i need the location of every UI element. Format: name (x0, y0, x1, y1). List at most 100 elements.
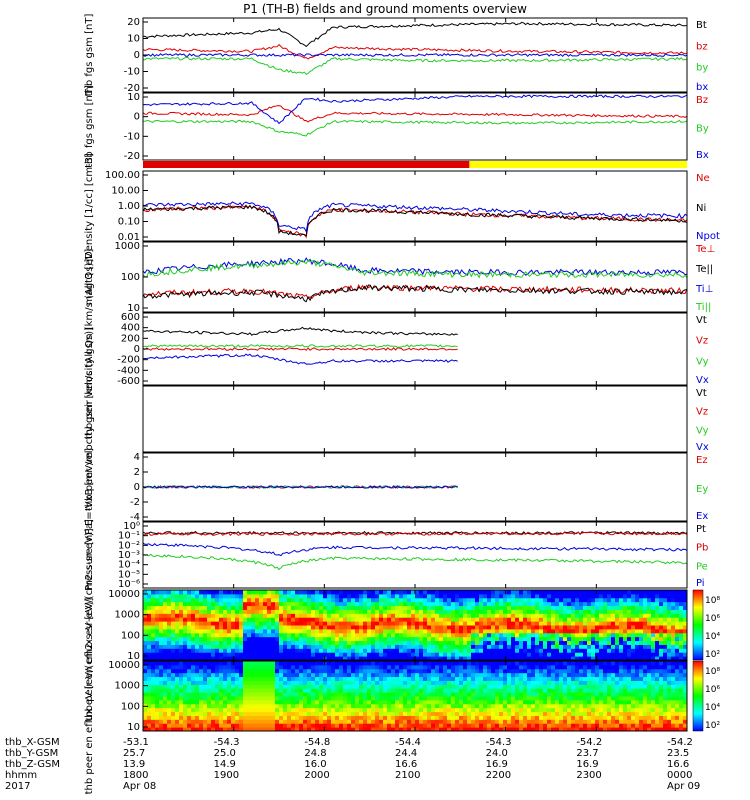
heatmap-cell (207, 707, 212, 713)
heatmap-cell (251, 621, 256, 626)
heatmap-cell (619, 711, 624, 716)
heatmap-cell (391, 644, 396, 649)
heatmap-cell (483, 711, 488, 716)
heatmap-cell (475, 656, 480, 661)
heatmap-cell (207, 601, 212, 607)
heatmap-cell (279, 715, 284, 720)
heatmap-cell (283, 593, 288, 599)
heatmap-cell (599, 703, 604, 709)
heatmap-cell (183, 617, 188, 622)
heatmap-cell (487, 676, 492, 681)
heatmap-cell (323, 696, 328, 701)
heatmap-cell (299, 632, 304, 638)
heatmap-cell (267, 684, 272, 689)
heatmap-cell (147, 680, 152, 685)
heatmap-cell (255, 640, 260, 645)
heatmap-cell (243, 676, 248, 681)
heatmap-cell (203, 609, 208, 614)
heatmap-cell (255, 656, 260, 661)
heatmap-cell (403, 613, 408, 618)
heatmap-cell (159, 672, 164, 678)
heatmap-cell (179, 723, 184, 728)
heatmap-cell (615, 617, 620, 622)
heatmap-cell (359, 632, 364, 638)
heatmap-cell (603, 688, 608, 693)
heatmap-cell (291, 628, 296, 634)
heatmap-cell (163, 715, 168, 720)
heatmap-cell (583, 609, 588, 614)
heatmap-cell (347, 676, 352, 681)
heatmap-cell (567, 664, 572, 670)
heatmap-cell (615, 613, 620, 618)
heatmap-cell (339, 621, 344, 626)
heatmap-cell (279, 719, 284, 724)
heatmap-cell (531, 621, 536, 626)
heatmap-cell (531, 632, 536, 638)
heatmap-cell (179, 605, 184, 610)
heatmap-cell (255, 723, 260, 728)
heatmap-cell (355, 684, 360, 689)
heatmap-cell (459, 707, 464, 713)
heatmap-cell (351, 723, 356, 728)
heatmap-cell (331, 593, 336, 599)
heatmap-cell (583, 640, 588, 645)
heatmap-cell (407, 636, 412, 642)
heatmap-cell (335, 672, 340, 678)
heatmap-cell (287, 590, 292, 595)
heatmap-cell (335, 703, 340, 709)
heatmap-cell (555, 684, 560, 689)
heatmap-cell (175, 601, 180, 607)
heatmap-cell (195, 632, 200, 638)
heatmap-cell (515, 723, 520, 728)
heatmap-cell (495, 636, 500, 642)
heatmap-cell (335, 656, 340, 661)
heatmap-cell (483, 684, 488, 689)
heatmap-cell (587, 664, 592, 670)
heatmap-cell (227, 703, 232, 709)
heatmap-cell (199, 707, 204, 713)
heatmap-cell (291, 684, 296, 689)
heatmap-cell (151, 711, 156, 716)
heatmap-cell (299, 664, 304, 670)
heatmap-cell (307, 719, 312, 724)
heatmap-cell (311, 668, 316, 674)
heatmap-cell (315, 597, 320, 603)
heatmap-cell (567, 625, 572, 630)
heatmap-cell (411, 664, 416, 670)
heatmap-cell (619, 601, 624, 607)
heatmap-cell (271, 613, 276, 618)
heatmap-cell (151, 644, 156, 649)
heatmap-cell (599, 601, 604, 607)
heatmap-cell (563, 617, 568, 622)
heatmap-cell (399, 636, 404, 642)
heatmap-cell (215, 727, 220, 732)
heatmap-cell (631, 636, 636, 642)
heatmap-cell (487, 632, 492, 638)
heatmap-cell (231, 613, 236, 618)
heatmap-cell (447, 613, 452, 618)
heatmap-cell (427, 668, 432, 674)
heatmap-cell (251, 609, 256, 614)
heatmap-cell (227, 640, 232, 645)
heatmap-cell (339, 652, 344, 657)
heatmap-cell (451, 652, 456, 657)
legend-Te||: Te|| (695, 264, 713, 275)
heatmap-cell (615, 648, 620, 653)
heatmap-cell (459, 688, 464, 693)
heatmap-cell (547, 597, 552, 603)
heatmap-cell (491, 640, 496, 645)
heatmap-cell (415, 727, 420, 732)
heatmap-cell (459, 601, 464, 607)
heatmap-cell (475, 597, 480, 603)
heatmap-cell (599, 664, 604, 670)
heatmap-cell (559, 688, 564, 693)
heatmap-cell (439, 628, 444, 634)
heatmap-cell (507, 676, 512, 681)
heatmap-cell (383, 711, 388, 716)
heatmap-cell (463, 617, 468, 622)
heatmap-cell (299, 668, 304, 674)
heatmap-cell (399, 590, 404, 595)
heatmap-cell (319, 707, 324, 713)
heatmap-cell (571, 605, 576, 610)
heatmap-cell (555, 680, 560, 685)
